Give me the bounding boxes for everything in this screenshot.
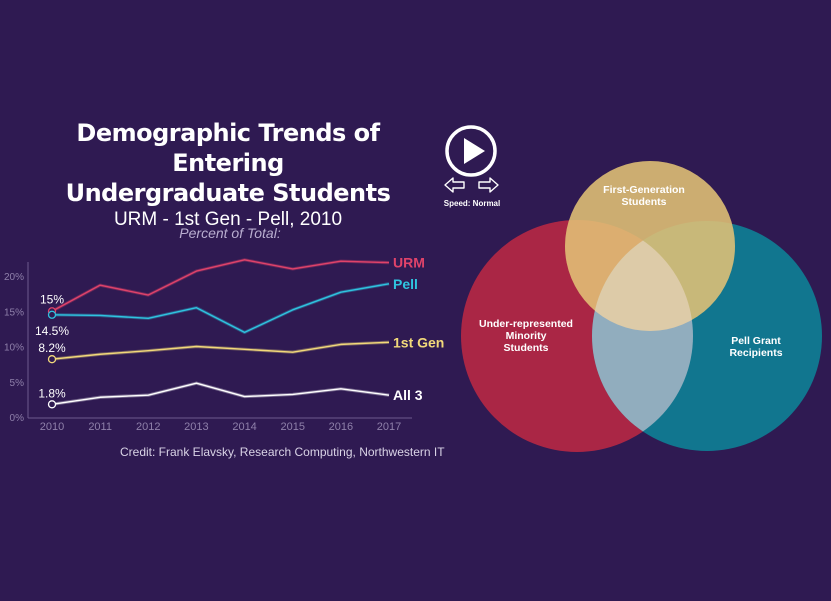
venn-label-urm: Under-represented: [479, 318, 573, 330]
previous-year-button[interactable]: [444, 176, 466, 194]
right-arrow-icon: [478, 177, 499, 193]
speed-label[interactable]: Speed: Normal: [443, 199, 501, 208]
credit: Credit: Frank Elavsky, Research Computin…: [120, 445, 445, 459]
page-subtitle: URM - 1st Gen - Pell, 2010: [113, 209, 343, 230]
left-arrow-icon: [444, 177, 465, 193]
play-button[interactable]: [444, 124, 498, 178]
venn-label-first-gen: First-Generation: [603, 184, 685, 196]
venn-label-first-gen: Students: [622, 196, 667, 208]
page-title-line-2: Undergraduate Students: [65, 179, 391, 207]
page-title-line-1: Demographic Trends of Entering: [76, 119, 380, 177]
venn-overlap-first-gen: [565, 161, 735, 331]
play-icon: [445, 125, 497, 177]
title-block: Demographic Trends of Entering Undergrad…: [18, 118, 438, 232]
next-year-button[interactable]: [477, 176, 499, 194]
venn-overlap-urm-pell: [592, 221, 693, 451]
venn-label-pell: Pell Grant: [731, 335, 781, 347]
venn-label-urm: Students: [504, 342, 549, 354]
venn-label-urm: Minority: [506, 330, 547, 342]
chart-title: Percent of Total:: [179, 225, 281, 241]
venn-label-pell: Recipients: [729, 347, 782, 359]
